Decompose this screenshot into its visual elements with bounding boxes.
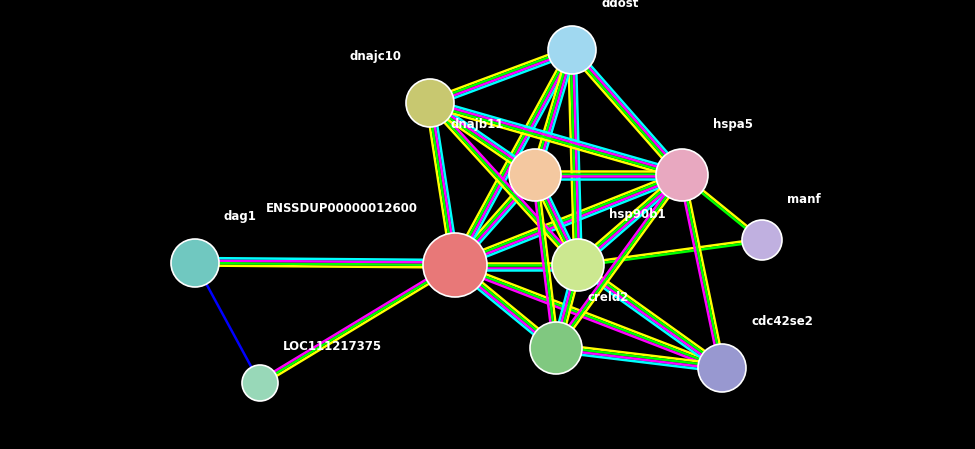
Text: dag1: dag1: [224, 210, 256, 223]
Circle shape: [530, 322, 582, 374]
Text: dnajb11: dnajb11: [450, 118, 504, 131]
Text: hsp90b1: hsp90b1: [609, 208, 666, 221]
Circle shape: [552, 239, 604, 291]
Circle shape: [698, 344, 746, 392]
Text: LOC111217375: LOC111217375: [283, 340, 382, 353]
Text: dnajc10: dnajc10: [349, 50, 401, 63]
Circle shape: [171, 239, 219, 287]
Circle shape: [509, 149, 561, 201]
Text: ENSSDUP00000012600: ENSSDUP00000012600: [266, 202, 418, 215]
Circle shape: [242, 365, 278, 401]
Text: creld2: creld2: [587, 291, 628, 304]
Circle shape: [656, 149, 708, 201]
Circle shape: [423, 233, 487, 297]
Circle shape: [742, 220, 782, 260]
Text: ddost: ddost: [601, 0, 639, 10]
Circle shape: [406, 79, 454, 127]
Text: hspa5: hspa5: [713, 118, 753, 131]
Text: manf: manf: [787, 193, 821, 206]
Circle shape: [548, 26, 596, 74]
Text: cdc42se2: cdc42se2: [751, 315, 813, 328]
